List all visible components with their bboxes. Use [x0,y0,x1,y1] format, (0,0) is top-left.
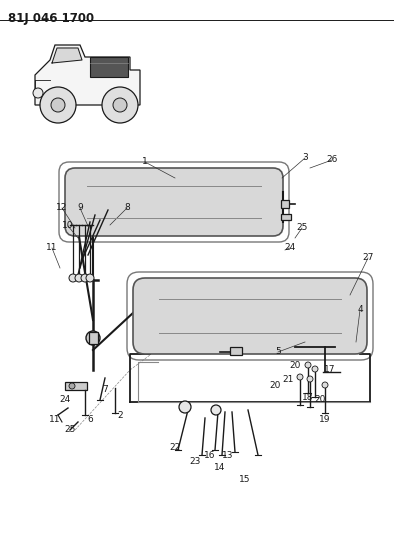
Text: 6: 6 [87,416,93,424]
Circle shape [69,383,75,389]
Text: 18: 18 [302,393,314,402]
Text: 11: 11 [46,244,58,253]
Text: 7: 7 [102,385,108,394]
Text: 12: 12 [56,204,68,213]
Circle shape [69,274,77,282]
Text: 19: 19 [319,416,331,424]
Text: 21: 21 [282,376,294,384]
Bar [89,332,98,344]
Text: 25: 25 [64,425,76,434]
Text: 10: 10 [62,222,74,230]
Text: 23: 23 [189,457,201,466]
Text: 16: 16 [204,450,216,459]
Text: 24: 24 [59,395,71,405]
FancyBboxPatch shape [65,168,283,236]
Polygon shape [35,45,140,105]
Circle shape [211,405,221,415]
Circle shape [81,274,89,282]
Text: 27: 27 [362,254,374,262]
Circle shape [33,88,43,98]
Text: 17: 17 [324,366,336,375]
Text: 13: 13 [222,450,234,459]
Text: 22: 22 [169,443,180,453]
Circle shape [86,331,100,345]
Circle shape [86,274,94,282]
Text: 4: 4 [357,305,363,314]
Text: 14: 14 [214,464,226,472]
Circle shape [297,374,303,380]
Text: 2: 2 [117,410,123,419]
Text: 24: 24 [284,244,296,253]
Text: 20: 20 [289,360,301,369]
Text: 20: 20 [314,395,326,405]
Text: 1: 1 [142,157,148,166]
Bar [230,347,242,355]
Circle shape [75,274,83,282]
Circle shape [40,87,76,123]
Text: 9: 9 [77,204,83,213]
Polygon shape [52,48,82,63]
Circle shape [102,87,138,123]
FancyBboxPatch shape [133,278,367,354]
Bar [90,57,128,77]
Text: 25: 25 [296,223,308,232]
Bar [281,214,291,220]
Text: 15: 15 [239,475,251,484]
Text: 8: 8 [124,204,130,213]
Circle shape [305,362,311,368]
Bar [65,382,87,390]
Circle shape [307,376,313,382]
Circle shape [312,366,318,372]
Text: 20: 20 [269,381,281,390]
Bar [281,200,289,208]
Text: 11: 11 [49,416,61,424]
Circle shape [113,98,127,112]
Text: 5: 5 [275,348,281,357]
Text: 26: 26 [326,156,338,165]
Circle shape [179,401,191,413]
Circle shape [322,382,328,388]
Text: 81J 046 1700: 81J 046 1700 [8,12,94,25]
Circle shape [51,98,65,112]
Text: 3: 3 [302,154,308,163]
